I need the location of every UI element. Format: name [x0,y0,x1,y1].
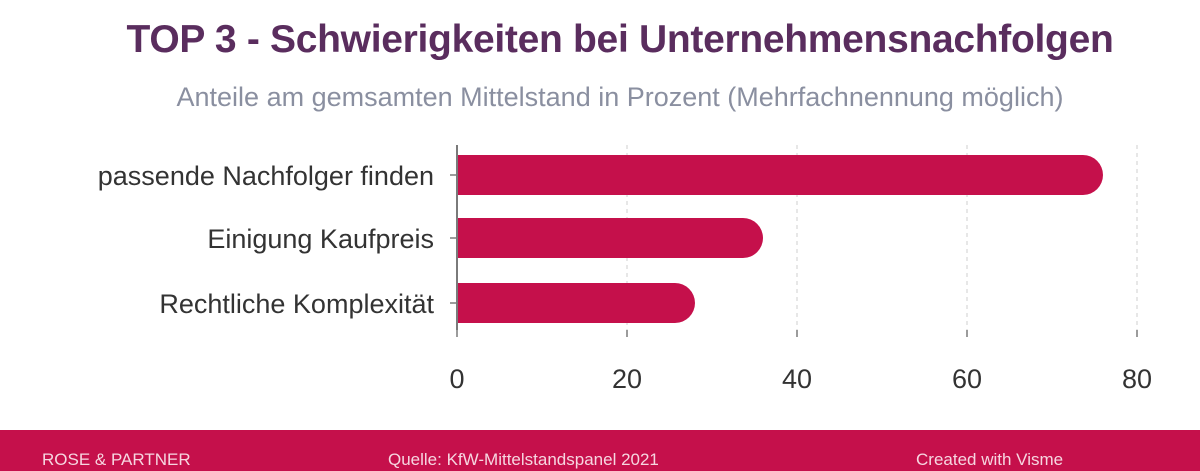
x-tick-label: 0 [449,364,464,394]
category-label: Rechtliche Komplexität [159,289,434,319]
chart-title: TOP 3 - Schwierigkeiten bei Unternehmens… [126,18,1114,61]
footer-brand: ROSE & PARTNER [42,450,191,469]
x-tick-label: 80 [1122,364,1152,394]
bar [457,155,1103,195]
chart-subtitle: Anteile am gemsamten Mittelstand in Proz… [176,82,1064,112]
bar [457,283,695,323]
x-tick-label: 20 [612,364,642,394]
category-label: Einigung Kaufpreis [207,224,434,254]
bar-chart: passende Nachfolger finden Einigung Kaufp… [98,145,1152,394]
chart-bars [457,155,1103,323]
bar-base [457,283,477,323]
footer-credit: Created with Visme [916,450,1064,469]
bar [457,218,763,258]
x-tick-label: 60 [952,364,982,394]
category-labels: passende Nachfolger finden Einigung Kaufp… [98,161,457,319]
x-tick-label: 40 [782,364,812,394]
footer-source: Quelle: KfW-Mittelstandspanel 2021 [388,450,659,469]
category-label: passende Nachfolger finden [98,161,434,191]
bar-base [457,218,477,258]
bar-base [457,155,477,195]
footer-bar: ROSE & PARTNER Quelle: KfW-Mittelstandsp… [0,430,1200,471]
x-tick-labels: 0 20 40 60 80 [449,330,1152,394]
